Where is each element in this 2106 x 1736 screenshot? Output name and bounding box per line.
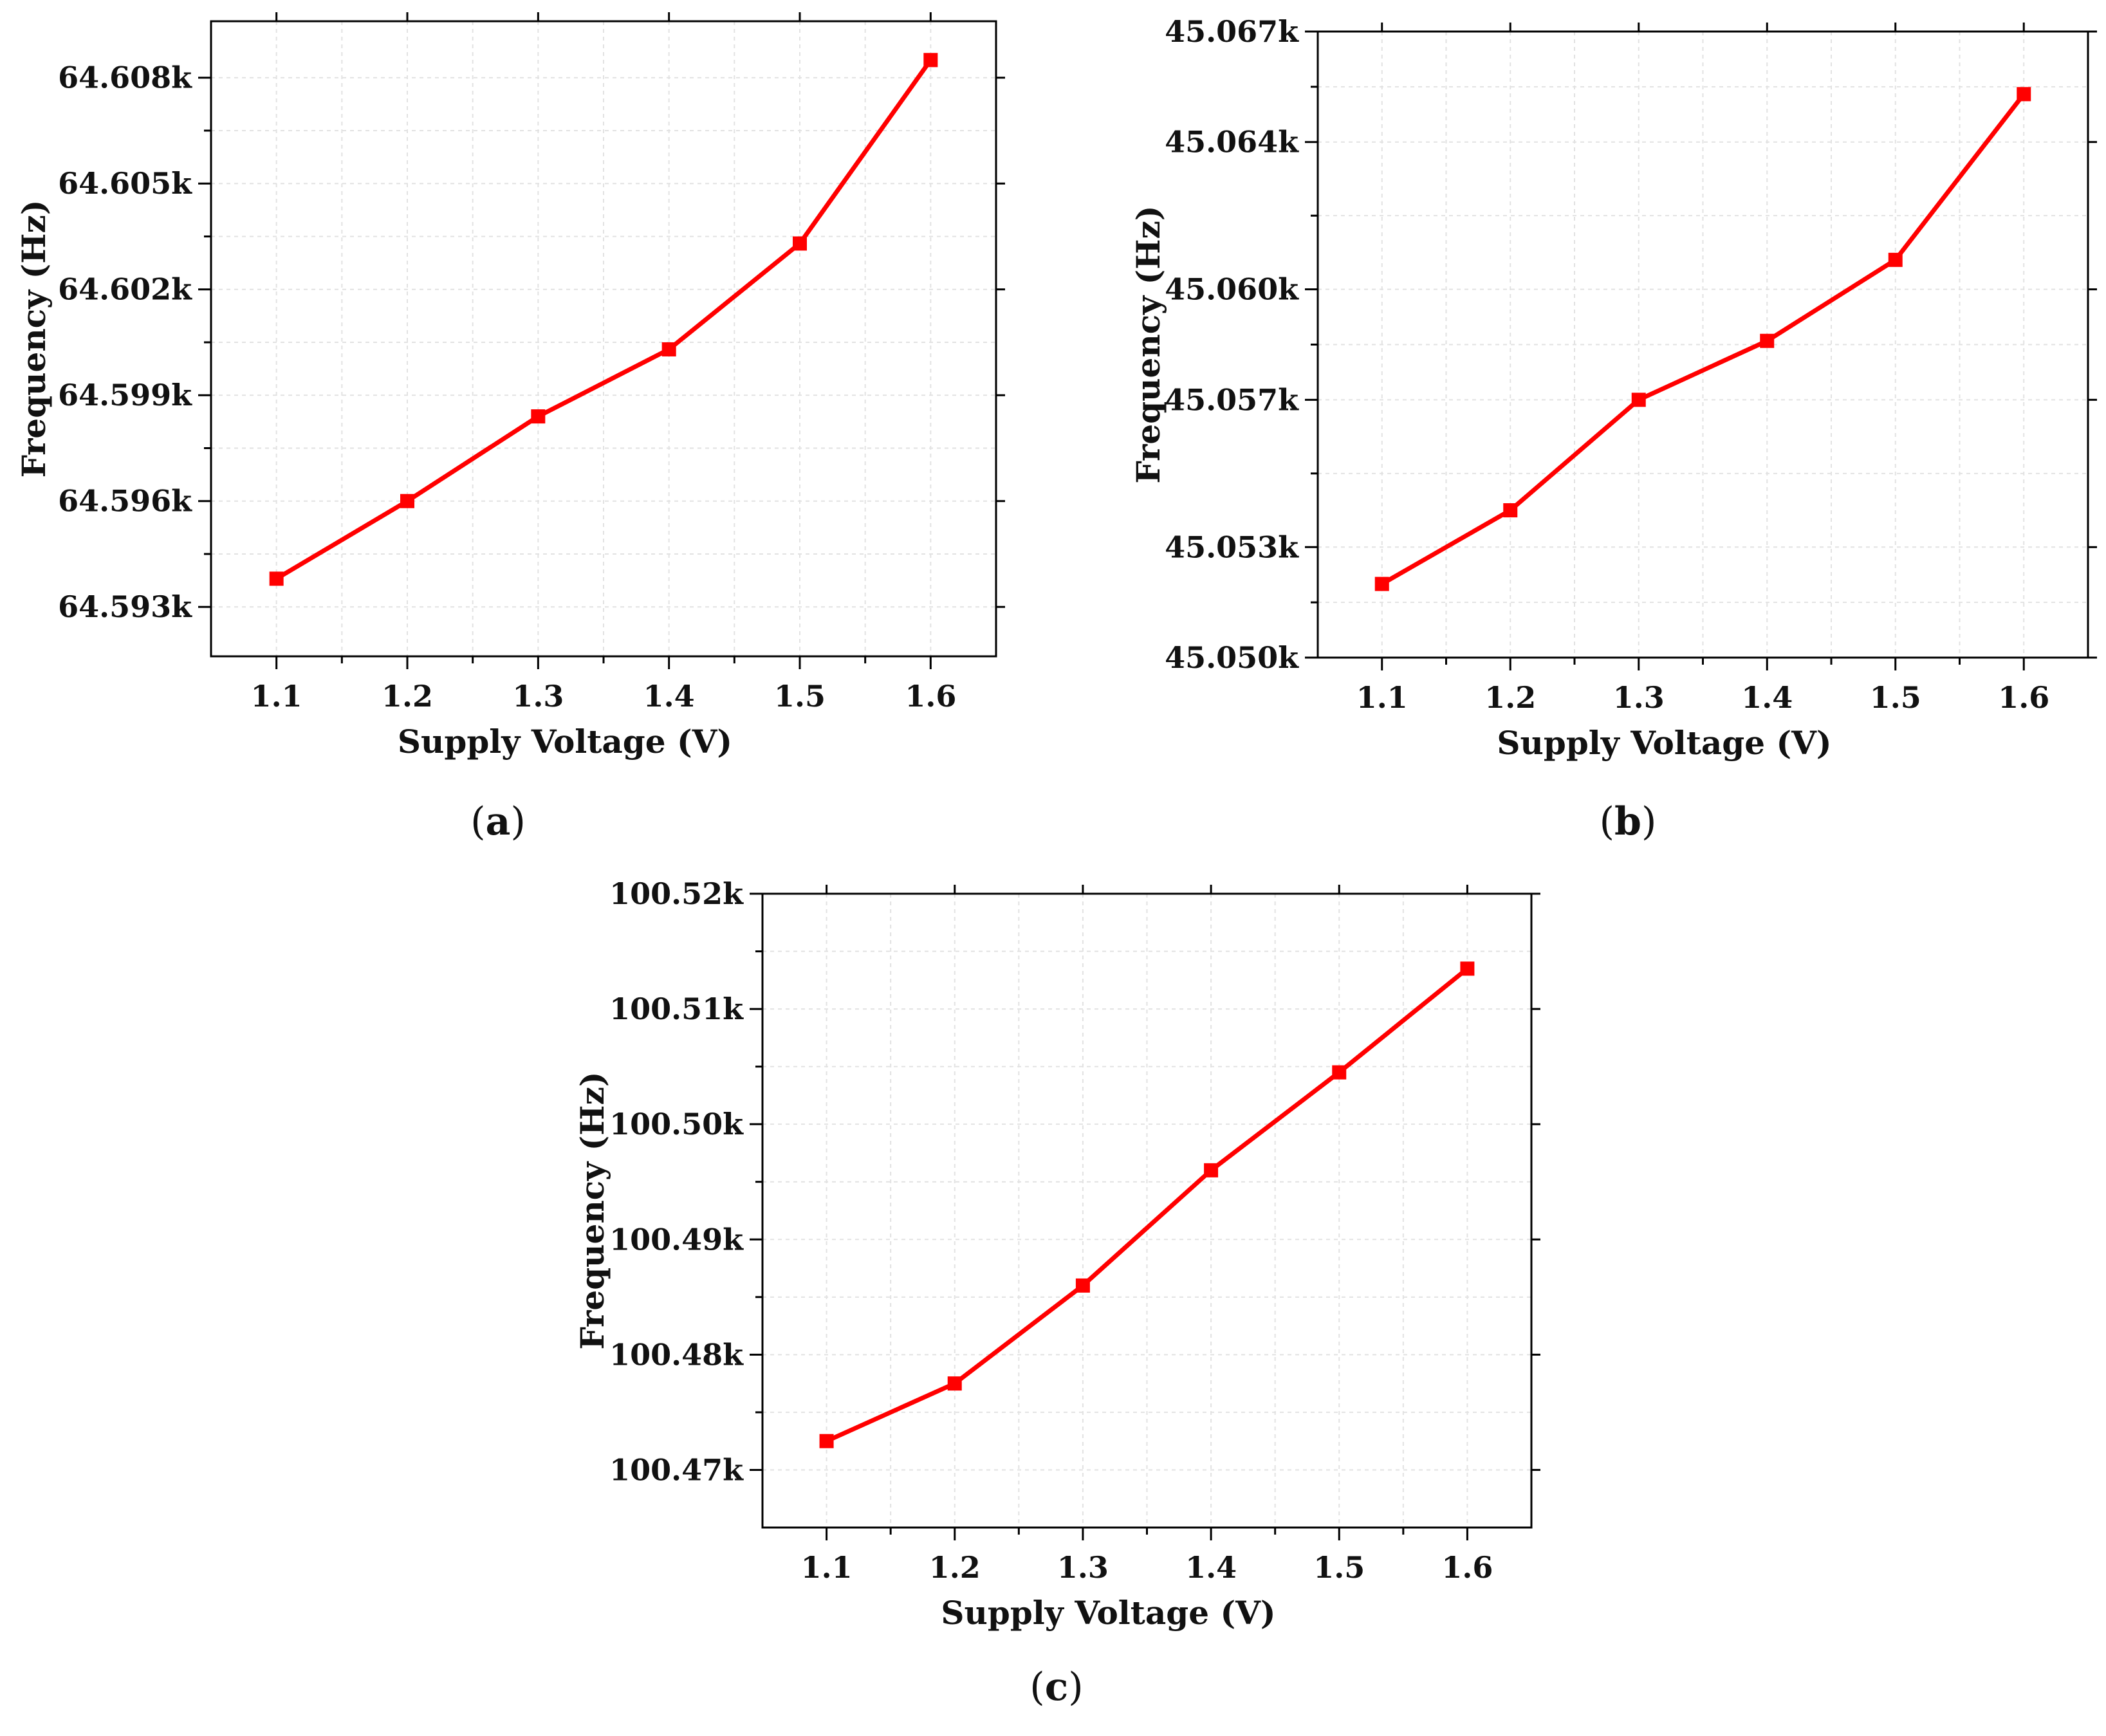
series-line (1381, 93, 2026, 586)
panel-caption-letter: b (1614, 799, 1641, 844)
series-line (275, 59, 933, 581)
data-point (1503, 503, 1518, 518)
x-tick-label: 1.2 (929, 1550, 981, 1585)
x-tick-label: 1.1 (1356, 680, 1408, 715)
y-tick-label: 64.605k (58, 166, 192, 201)
x-axis-title: Supply Voltage (V) (1497, 724, 1831, 762)
data-point (923, 53, 938, 68)
y-tick-label: 64.608k (58, 60, 192, 95)
x-tick-label: 1.1 (251, 679, 302, 714)
x-tick-label: 1.4 (1741, 680, 1793, 715)
data-point (661, 342, 676, 356)
x-tick-label: 1.3 (1613, 680, 1665, 715)
y-tick-label: 100.50k (609, 1107, 744, 1141)
x-tick-label: 1.4 (643, 679, 695, 714)
data-point (1204, 1163, 1219, 1177)
y-tick-label: 64.593k (58, 589, 192, 624)
panel-caption-letter: c (1045, 1665, 1069, 1710)
x-axis-title: Supply Voltage (V) (398, 723, 732, 761)
data-point (947, 1376, 962, 1391)
y-tick-label: 45.064k (1165, 125, 1299, 160)
x-tick-label: 1.3 (512, 679, 564, 714)
y-tick-label: 45.067k (1165, 14, 1299, 49)
y-tick-label: 100.48k (609, 1337, 744, 1372)
x-axis-title: Supply Voltage (V) (941, 1594, 1275, 1632)
x-tick-label: 1.2 (382, 679, 433, 714)
data-point (819, 1434, 834, 1448)
gridlines (211, 21, 996, 656)
chart-panel-b: 1.1 1.2 1.3 1.4 1.5 1.6 45.050k 45.053k 45.057k 4… (1129, 14, 2097, 844)
data-point (1075, 1278, 1090, 1293)
x-tick-label: 1.1 (801, 1550, 853, 1585)
y-axis-title: Frequency (Hz) (573, 1071, 611, 1349)
data-point (1760, 333, 1775, 348)
panel-caption: (a) (470, 799, 526, 844)
gridlines (1318, 31, 2088, 658)
x-tick-label: 1.3 (1057, 1550, 1109, 1585)
y-axis-title: Frequency (Hz) (1129, 205, 1167, 483)
x-tick-label: 1.4 (1185, 1550, 1237, 1585)
y-axis-title: Frequency (Hz) (15, 199, 53, 477)
panel-caption: (b) (1600, 799, 1657, 844)
x-tick-label: 1.5 (1870, 680, 1921, 715)
y-tick-label: 64.596k (58, 484, 192, 519)
y-tick-label: 64.602k (58, 272, 192, 307)
data-point (269, 571, 284, 586)
y-tick-label: 100.47k (609, 1452, 744, 1487)
panel-caption: (c) (1030, 1665, 1083, 1710)
y-tick-label: 64.599k (58, 378, 192, 412)
y-tick-label: 45.057k (1165, 382, 1299, 417)
x-tick-label: 1.6 (905, 679, 956, 714)
series-line (826, 966, 1469, 1443)
data-point (793, 236, 807, 251)
data-point (1374, 577, 1389, 591)
chart-panel-c: 1.1 1.2 1.3 1.4 1.5 1.6 100.47k 100.48k 100.49k 1… (573, 876, 1540, 1710)
y-tick-label: 100.52k (609, 876, 744, 911)
chart-panel-a: 1.1 1.2 1.3 1.4 1.5 1.6 64.593k 64.596k 64.599k 6… (15, 12, 1005, 844)
x-tick-label: 1.6 (1998, 680, 2049, 715)
y-tick-label: 100.51k (609, 992, 744, 1026)
gridlines (762, 893, 1531, 1528)
x-tick-label: 1.5 (1313, 1550, 1365, 1585)
y-tick-label: 100.49k (609, 1222, 744, 1257)
x-tick-label: 1.5 (774, 679, 826, 714)
data-point (1888, 252, 1903, 267)
x-tick-label: 1.2 (1484, 680, 1536, 715)
data-point (400, 494, 414, 508)
data-point (1332, 1065, 1347, 1080)
y-tick-label: 45.050k (1165, 640, 1299, 675)
y-tick-label: 45.053k (1165, 530, 1299, 564)
panel-caption-letter: a (486, 799, 511, 844)
data-point (2017, 87, 2031, 102)
data-point (1460, 961, 1475, 976)
x-tick-label: 1.6 (1441, 1550, 1493, 1585)
y-tick-label: 45.060k (1165, 272, 1299, 307)
data-point (1631, 392, 1646, 407)
data-point (531, 409, 546, 424)
